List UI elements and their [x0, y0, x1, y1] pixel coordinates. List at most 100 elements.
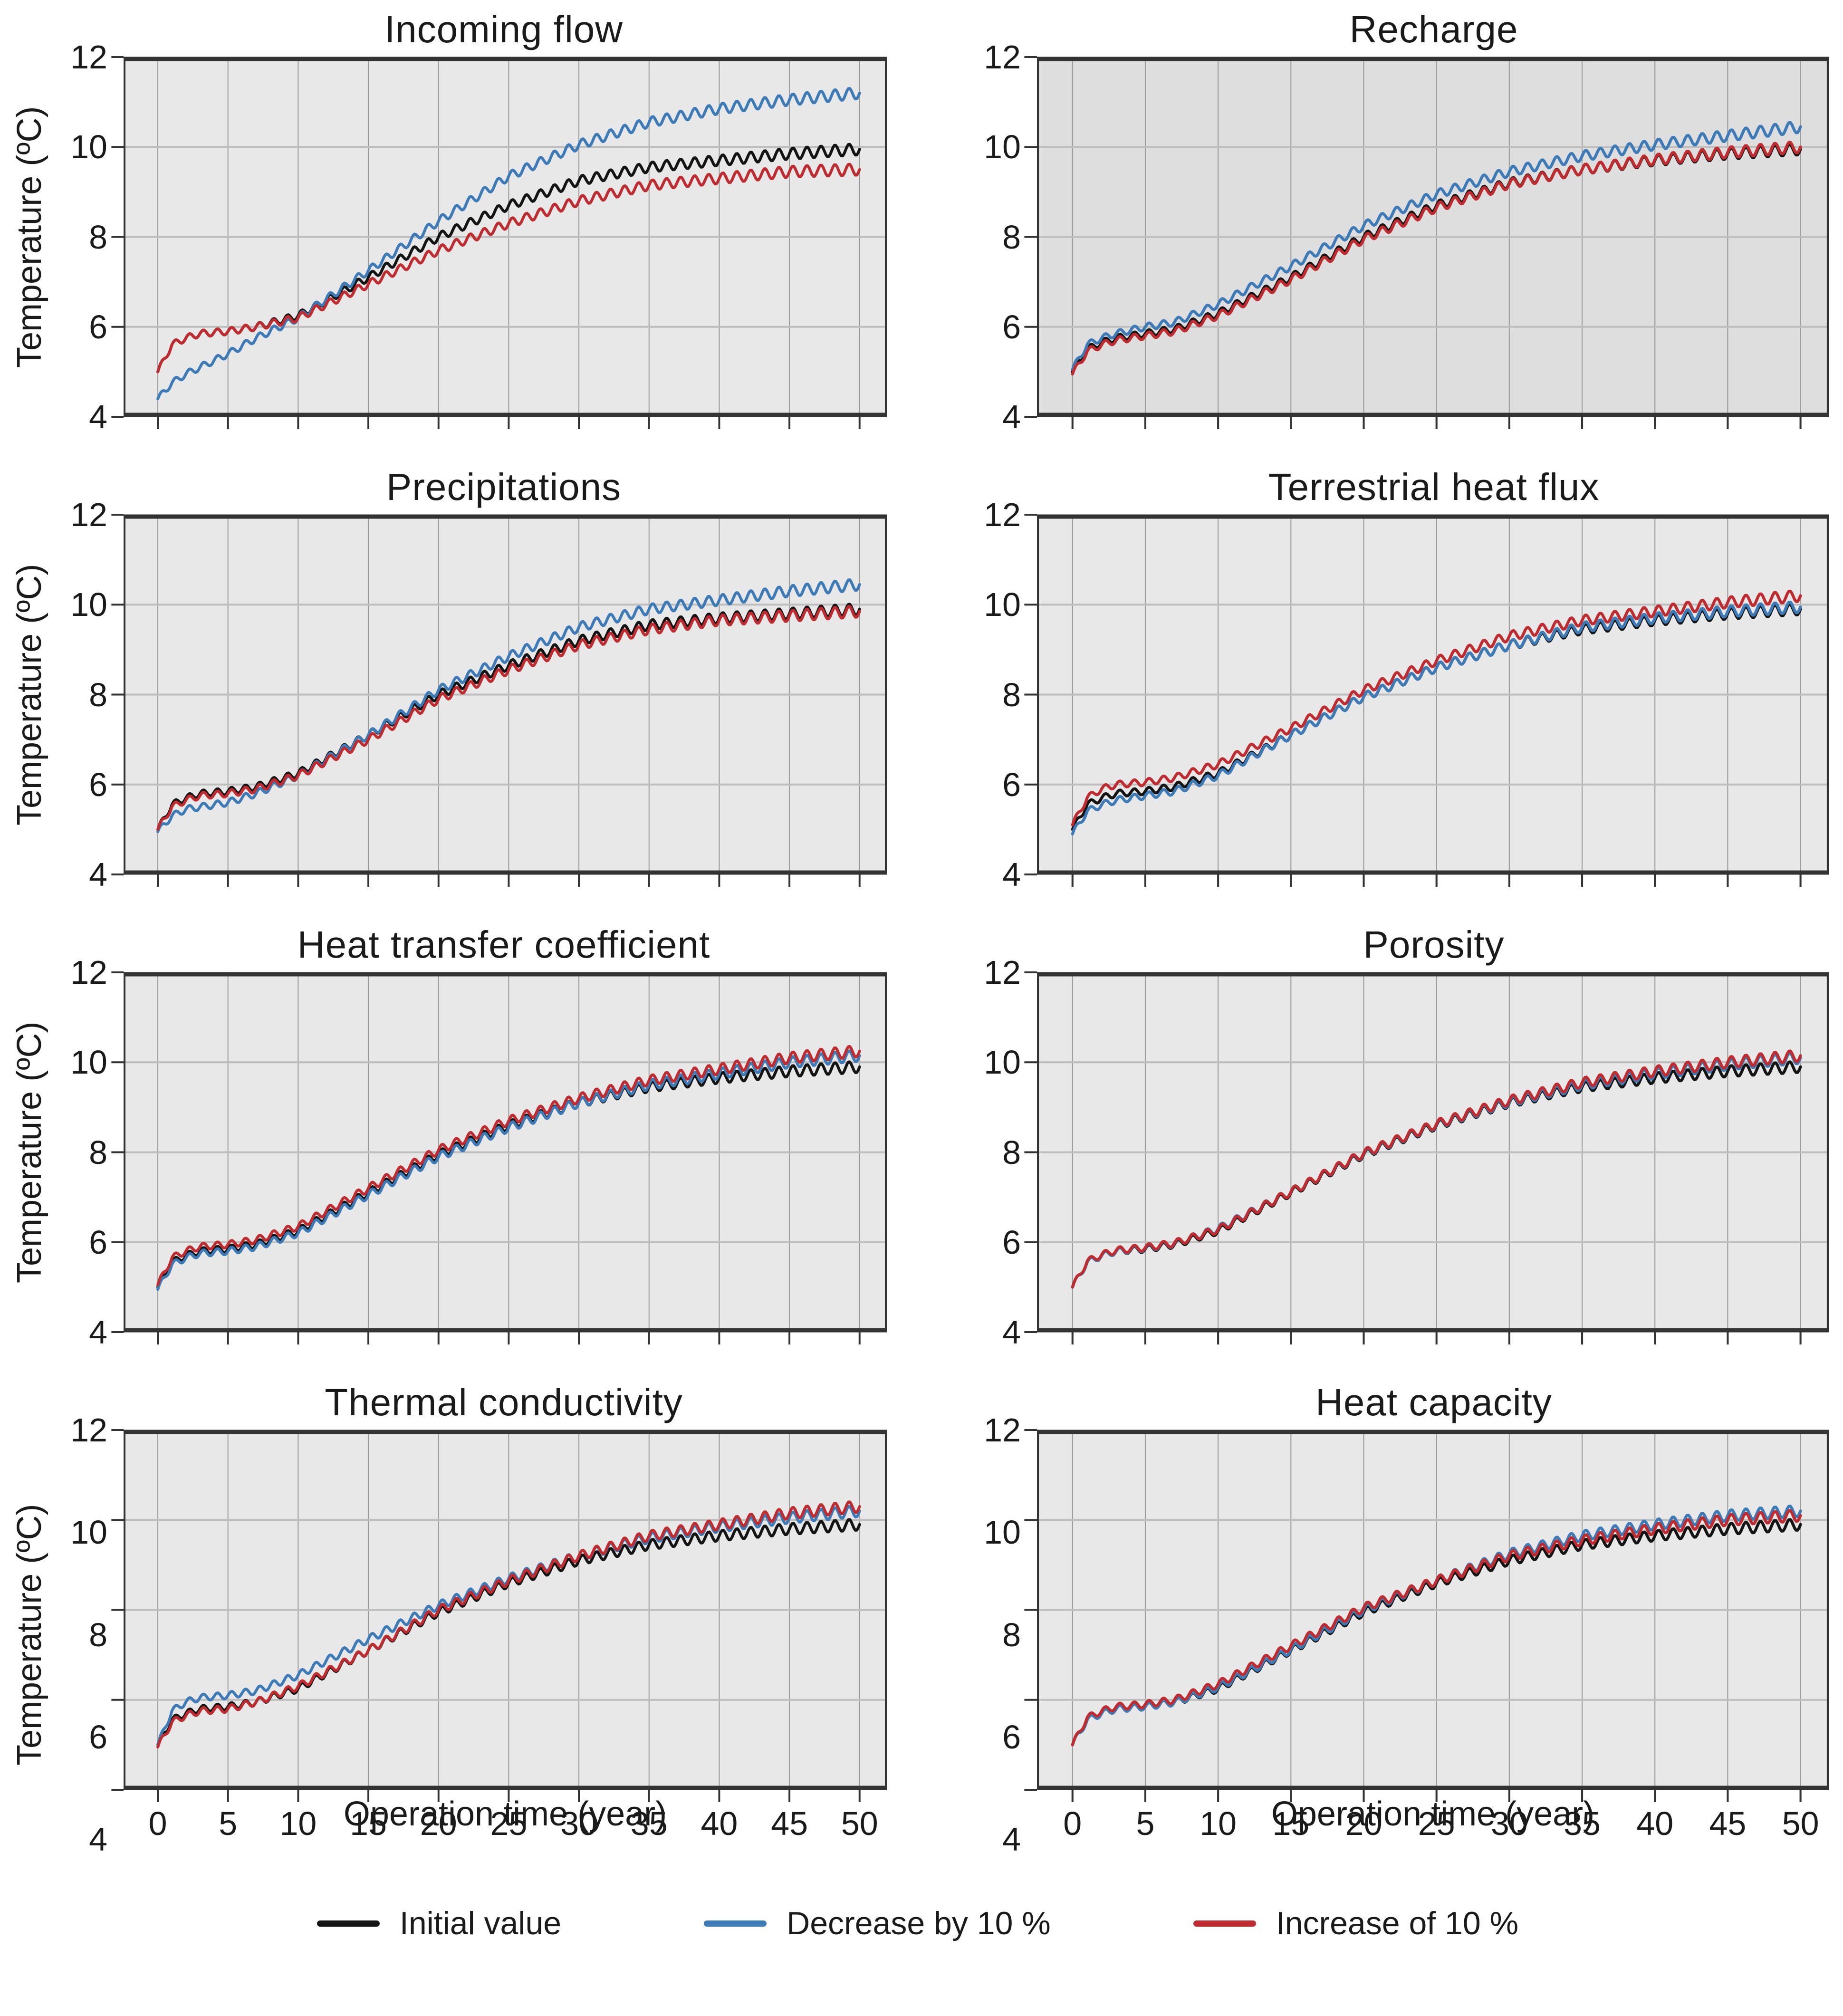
x-tick-label: 35 [1564, 1805, 1601, 1842]
plot-wrap [111, 514, 887, 887]
panel-porosity: Porosity 12 10 8 6 4 [949, 923, 1829, 1349]
panel-title: Recharge [1349, 8, 1518, 50]
x-tick-label: 0 [148, 1805, 167, 1842]
y-tick-label: 8 [1002, 676, 1021, 713]
y-tick-labels: 12 10 8 6 4 [966, 40, 1037, 433]
series-line-increase-of-10- [1071, 589, 1802, 826]
y-axis-label: Temperature (ºC) [10, 1021, 48, 1283]
legend-label: Decrease by 10 % [787, 1905, 1051, 1941]
x-tick-label: 20 [420, 1805, 457, 1842]
y-tick-label: 4 [89, 856, 107, 893]
series-line-decrease-by-10- [1071, 600, 1802, 835]
y-tick-label: 4 [89, 398, 107, 435]
legend-line-swatch [704, 1920, 767, 1927]
panel-title: Thermal conductivity [325, 1381, 683, 1423]
legend-item-decrease-by-10-: Decrease by 10 % [704, 1905, 1051, 1942]
series-line-increase-of-10- [156, 1500, 861, 1749]
panel-title: Heat capacity [1315, 1381, 1552, 1423]
panel-body: Temperature (ºC) 12 10 8 6 4 0 5 10 15 20 25 30 35 4… [7, 1413, 887, 1856]
panel-body: 12 10 8 6 4 [949, 956, 1829, 1349]
x-tick-label: 25 [1418, 1805, 1455, 1842]
x-tick-label: 5 [219, 1805, 238, 1842]
panel-precipitations: Precipitations Temperature (ºC) 12 10 8 6 4 [7, 466, 887, 891]
plot-wrap [1024, 56, 1829, 429]
x-tick-label: 10 [279, 1805, 317, 1842]
x-tick-label: 40 [1636, 1805, 1674, 1842]
series-line-increase-of-10- [156, 605, 861, 831]
x-tick-label: 30 [1490, 1805, 1528, 1842]
x-tick-label: 5 [1136, 1805, 1155, 1842]
panel-title: Incoming flow [384, 8, 624, 50]
panel-title: Heat transfer coefficient [297, 923, 710, 966]
y-tick-label: 10 [70, 1044, 107, 1081]
y-tick-label: 12 [984, 38, 1021, 76]
y-tick-label: 6 [89, 1223, 107, 1261]
y-tick-labels: 12 10 8 6 4 [966, 956, 1037, 1349]
y-tick-label: 8 [89, 218, 107, 256]
legend-item-initial-value: Initial value [317, 1905, 561, 1942]
plot-area [111, 1429, 887, 1802]
x-axis-label: Operation time (year) [1271, 1795, 1595, 1833]
series-line-decrease-by-10- [1071, 121, 1802, 371]
legend-item-increase-of-10-: Increase of 10 % [1193, 1905, 1518, 1942]
x-tick-label: 45 [1709, 1805, 1747, 1842]
plot-area [1024, 56, 1829, 429]
y-tick-labels: 12 10 8 6 4 [52, 956, 124, 1349]
y-axis-label: Temperature (ºC) [10, 564, 48, 826]
panel-title: Terrestrial heat flux [1268, 466, 1600, 508]
y-tick-label: 10 [984, 128, 1021, 166]
y-tick-label: 8 [1002, 218, 1021, 256]
x-axis-label: Operation time (year) [343, 1795, 667, 1833]
y-tick-labels: 12 10 8 6 4 [52, 1413, 124, 1856]
panel-terrestrial-heat-flux: Terrestrial heat flux 12 10 8 6 4 [949, 466, 1829, 891]
x-tick-label: 25 [490, 1805, 528, 1842]
panel-heat-transfer-coefficient: Heat transfer coefficient Temperature (º… [7, 923, 887, 1349]
panel-body: Temperature (ºC) 12 10 8 6 4 [7, 956, 887, 1349]
plot-area [1024, 514, 1829, 887]
x-tick-labels: 0 5 10 15 20 25 30 35 40 45 50 [1037, 1790, 1829, 1842]
panel-body: Temperature (ºC) 12 10 8 6 4 [7, 40, 887, 433]
panel-title: Precipitations [386, 466, 622, 508]
panel-heat-capacity: Heat capacity 12 10 8 6 4 0 5 10 15 20 25 30 35 40 45… [949, 1381, 1829, 1856]
y-tick-label: 6 [1002, 766, 1021, 803]
y-tick-label: 12 [70, 954, 107, 991]
x-tick-label: 50 [1782, 1805, 1819, 1842]
y-tick-label: 4 [1002, 1821, 1021, 1858]
panels-grid: Incoming flow Temperature (ºC) 12 10 8 6 4 R… [7, 8, 1829, 1856]
panel-title: Porosity [1363, 923, 1505, 966]
legend-label: Initial value [399, 1905, 562, 1941]
y-tick-label: 6 [89, 766, 107, 803]
y-tick-label: 12 [984, 496, 1021, 533]
plot-wrap: 0 5 10 15 20 25 30 35 40 45 50 [1024, 1429, 1829, 1842]
y-tick-label: 8 [1002, 1133, 1021, 1171]
x-tick-label: 10 [1200, 1805, 1237, 1842]
x-tick-label: 35 [630, 1805, 668, 1842]
y-tick-label: 10 [984, 1514, 1021, 1551]
y-tick-labels: 12 10 8 6 4 [52, 498, 124, 891]
y-tick-label: 8 [89, 1616, 107, 1653]
legend-line-swatch [1193, 1920, 1256, 1927]
series-line-decrease-by-10- [156, 87, 861, 401]
y-tick-label: 12 [984, 954, 1021, 991]
y-tick-label: 10 [984, 1044, 1021, 1081]
y-tick-label: 4 [1002, 856, 1021, 893]
legend-label: Increase of 10 % [1276, 1905, 1519, 1941]
x-tick-label: 30 [560, 1805, 597, 1842]
y-tick-label: 6 [1002, 1718, 1021, 1756]
x-tick-label: 15 [350, 1805, 387, 1842]
y-axis-label: Temperature (ºC) [10, 1504, 48, 1766]
x-tick-label: 20 [1345, 1805, 1382, 1842]
panel-thermal-conductivity: Thermal conductivity Temperature (ºC) 12… [7, 1381, 887, 1856]
y-tick-labels: 12 10 8 6 4 [52, 40, 124, 433]
legend-line-swatch [317, 1920, 380, 1927]
series-line-increase-of-10- [156, 1045, 861, 1286]
panel-body: 12 10 8 6 4 [949, 40, 1829, 433]
plot-wrap [111, 56, 887, 429]
y-tick-label: 4 [89, 1314, 107, 1351]
plot-area [111, 971, 887, 1344]
y-tick-labels: 12 10 8 6 4 [966, 498, 1037, 891]
y-tick-label: 6 [89, 308, 107, 346]
legend: Initial value Decrease by 10 % Increase of… [7, 1905, 1829, 1942]
y-tick-label: 4 [1002, 398, 1021, 435]
series-line-increase-of-10- [156, 163, 861, 374]
